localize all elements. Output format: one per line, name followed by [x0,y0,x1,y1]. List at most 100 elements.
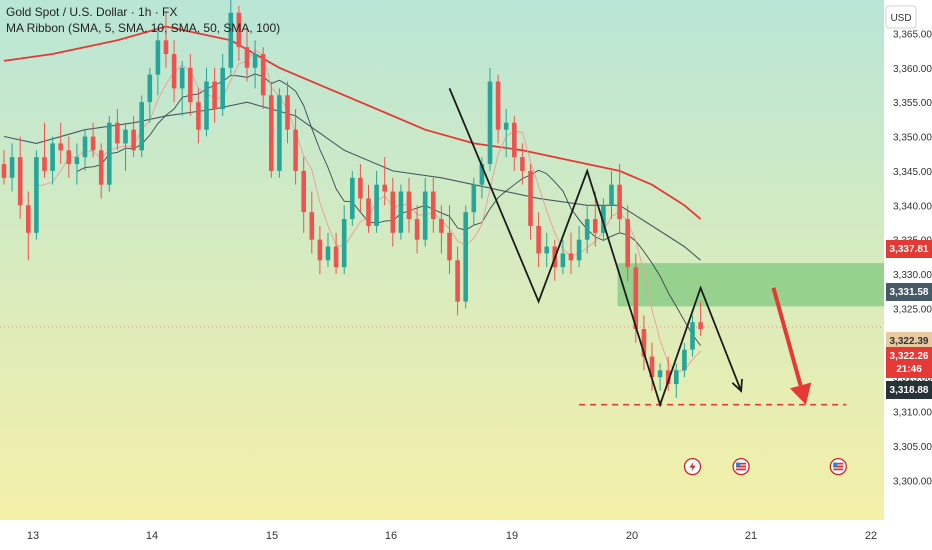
candle [682,342,687,378]
candle-body [107,122,112,185]
candle [414,205,420,254]
candle-body [495,81,501,130]
candle [528,164,533,240]
candle [17,136,23,220]
candle [398,184,404,240]
candle-body [568,253,574,261]
candle-body [98,150,104,185]
candle [301,157,306,233]
candle-body [503,122,509,130]
candle [674,363,679,398]
candle [698,301,703,336]
candle-body [228,12,234,68]
candle [212,67,217,123]
candle-body [406,191,412,220]
candle-body [212,81,217,110]
candle-body [690,322,695,350]
ma100-line [3,25,702,220]
candle-body [252,54,258,68]
y-tick-label: 3,325.00 [893,304,932,315]
y-tick-label: 3,345.00 [893,167,932,178]
candle [179,60,185,116]
x-tick-label: 19 [506,530,518,542]
candle-body [139,102,144,151]
candle [422,177,428,247]
candle [293,109,298,185]
candle [58,122,63,165]
symbol-title: Gold Spot / U.S. Dollar · 1h · FX [6,5,178,19]
candle [188,54,193,116]
candle [155,26,161,96]
price-axis-background [884,0,932,550]
candle-body [26,205,31,233]
candle [512,115,517,171]
candle-body [9,157,15,178]
x-tick-label: 22 [865,530,877,542]
candle [26,191,31,261]
candle-body [17,157,23,206]
candle [9,143,15,192]
y-tick-label: 3,310.00 [893,408,932,419]
y-tick-label: 3,330.00 [893,270,932,281]
candle [115,109,120,151]
candle-body [528,170,533,226]
candle-body [674,370,679,385]
candle-body [163,40,169,55]
candle-body [309,212,315,240]
price-badge-ma100-text: 3,337.81 [890,244,929,255]
candle-body [617,184,622,220]
event-flag-icon [732,457,750,476]
candle-body [560,253,566,268]
candle [576,225,582,268]
price-badge-ma100-bg [886,240,932,258]
candle-body [317,239,323,261]
candle [341,205,347,275]
candle [131,115,136,158]
candle [244,26,250,82]
candle [601,198,606,240]
candle [90,122,96,158]
y-tick-label: 3,355.00 [893,98,932,109]
candle-body [301,170,306,213]
candle-body [188,67,193,103]
price-badge-ma50-bg [886,283,932,301]
y-tick-label: 3,300.00 [893,476,932,487]
price-badge-current-text: 21:46 [896,364,922,375]
candle [277,88,282,178]
price-badge-ma10-bg [886,381,932,399]
candle-body [350,177,355,220]
candle-body [155,40,161,75]
candle-body [1,164,7,178]
candle-body [576,239,582,261]
flash-glyph [689,461,696,472]
x-tick-label: 13 [27,530,39,542]
candle-body [649,356,655,378]
candle-body [609,184,614,206]
candle [50,136,55,185]
candle-body [431,191,436,220]
price-badge-ma-text: 3,322.39 [890,336,929,347]
currency-label: USD [890,13,911,24]
candle-body [641,329,647,357]
candle-body [50,143,55,171]
candle-body [374,184,379,226]
y-tick-label: 3,315.00 [893,373,932,384]
candle [317,225,323,275]
candle [536,212,541,268]
candle [236,5,242,61]
candle [74,143,80,185]
candle [285,81,290,144]
candle [350,170,355,226]
forecast-arrow-head [790,382,812,405]
candle-body [455,260,460,302]
candle-body [204,81,209,130]
x-tick-label: 16 [385,530,397,542]
candle-body [82,136,88,158]
candle-body [260,54,266,96]
candle-body [593,219,598,233]
candle [544,232,549,268]
candle [196,88,201,144]
candle-body [665,370,671,385]
candle-body [398,191,404,233]
